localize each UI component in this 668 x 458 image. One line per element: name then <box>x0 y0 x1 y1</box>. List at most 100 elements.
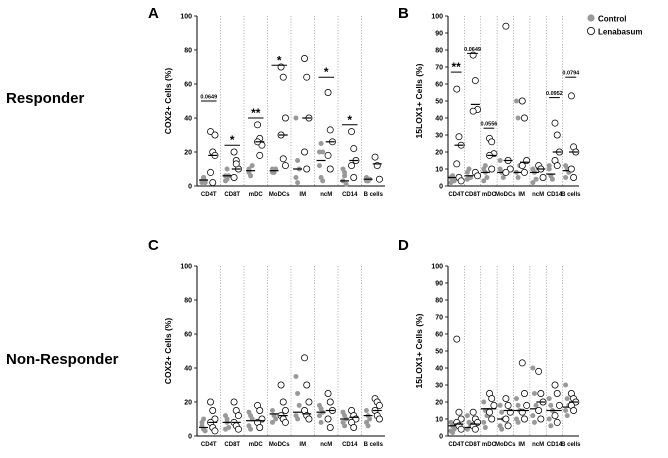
panel-b-category-ncm: ncM <box>532 192 544 198</box>
panel-b-control-point <box>497 166 503 172</box>
panel-b-category-cd4t: CD4T <box>448 192 464 198</box>
panel-a-category-mdc: mDC <box>249 192 264 198</box>
panel-d-lenabasum-point <box>537 390 545 397</box>
panel-c-control-point <box>224 416 230 422</box>
panel-b-ytick-label: 30 <box>435 133 443 140</box>
panel-d-lenabasum-point <box>535 407 543 414</box>
panel-d-lenabasum-point <box>570 407 578 414</box>
panel-a-lenabasum-point <box>350 145 358 153</box>
panel-c-category-im: IM <box>299 442 306 448</box>
panel-a-significance-label: * <box>277 53 282 67</box>
panel-d-lenabasum-point <box>490 401 498 409</box>
panel-a-lenabasum-point <box>232 160 240 168</box>
panel-d-category-b-cells: B cells <box>561 442 581 448</box>
panel-c-control-point <box>269 408 275 413</box>
panel-d-category-ncm: ncM <box>532 442 544 448</box>
panel-b-lenabasum-point <box>518 162 526 170</box>
panel-c-control-point <box>295 416 301 422</box>
panel-a-lenabasum-point <box>326 165 334 173</box>
panel-b-significance-label: 0.0556 <box>481 122 498 128</box>
panel-d-control-point <box>546 396 552 402</box>
panel-a-lenabasum-point <box>230 148 238 156</box>
panel-d-ytick-label: 10 <box>435 417 443 424</box>
panel-b-lenabasum-point <box>474 172 482 180</box>
panel-b-ytick-label: 20 <box>435 150 443 157</box>
panel-b-lenabasum-point <box>488 138 496 146</box>
panel-c-lenabasum-point <box>230 398 238 406</box>
panel-d-control-point <box>548 423 554 429</box>
panel-b-ytick-label: 0 <box>439 184 443 191</box>
panel-a-ytick-label: 60 <box>184 82 192 89</box>
panel-b-control-point <box>482 163 488 169</box>
panel-b-significance-label: 0.0794 <box>562 71 580 77</box>
panel-c-category-cd4t: CD4T <box>201 442 217 448</box>
panel-c-lenabasum-point <box>234 425 242 433</box>
panel-d-lenabasum-point <box>502 415 510 423</box>
panel-b-ytick-label: 60 <box>435 82 443 89</box>
panel-c-lenabasum-point <box>305 398 313 406</box>
panel-d-control-point <box>499 409 505 415</box>
panel-b-lenabasum-point <box>457 177 465 185</box>
panel-d: D 15LOX1+ Cells (%) 0 10 20 30 40 50 60 70 80 90 100… <box>398 237 581 448</box>
panel-d-control-point <box>546 416 552 422</box>
panel-c-lenabasum-point <box>211 427 219 435</box>
panel-c-lenabasum-point <box>277 381 285 389</box>
panel-a-category-im: IM <box>299 192 306 198</box>
panel-d-category-cd8t: CD8T <box>465 442 481 448</box>
panel-b-control-point <box>515 175 521 180</box>
panel-b-ylabel: 15LOX1+ Cells (%) <box>414 63 424 138</box>
panel-d-control-point <box>450 430 456 436</box>
panel-d-lenabasum-point <box>535 367 543 375</box>
panel-c-control-point <box>201 416 207 422</box>
panel-b-control-point <box>563 175 569 180</box>
panel-a-lenabasum-point <box>371 153 379 161</box>
panel-d-category-mdc: mDC <box>482 442 497 448</box>
panel-c-category-modcs: MoDCs <box>269 442 290 448</box>
panel-d-lenabasum-point <box>488 415 496 423</box>
panel-d-ytick-label: 40 <box>435 366 443 373</box>
panel-d-lenabasum-point <box>520 415 528 423</box>
panel-b-control-point <box>549 176 555 182</box>
panel-c-lenabasum-point <box>256 407 264 414</box>
panel-b-control-point <box>515 115 521 121</box>
panel-c-lenabasum-point <box>281 407 289 414</box>
panel-d-ytick-label: 70 <box>435 315 443 322</box>
panel-d-control-point <box>530 413 536 419</box>
panel-a: A COX2+ Cells (%) 0 20 40 60 80 100 CD4T CD8T mDC M… <box>148 5 385 198</box>
panel-a-control-point <box>249 163 255 169</box>
panel-b-category-b-cells: B cells <box>561 192 581 198</box>
panel-c-lenabasum-point <box>375 401 383 409</box>
panel-d-control-point <box>533 402 539 408</box>
panel-d-lenabasum-point <box>551 381 559 389</box>
panel-d-lenabasum-point <box>518 359 526 367</box>
panel-b-category-cd14: CD14 <box>547 192 563 198</box>
panel-d-control-point <box>531 419 537 425</box>
panel-d-lenabasum-point <box>502 395 510 403</box>
panel-d-control-point <box>530 365 536 371</box>
panel-c-lenabasum-point <box>256 424 264 431</box>
panel-d-control-point <box>531 391 537 396</box>
panel-c-control-point <box>365 423 371 429</box>
panel-d-letter: D <box>398 237 409 254</box>
panel-a-control-point <box>293 115 299 121</box>
panel-a-control-point <box>316 163 322 169</box>
panel-b: B 15LOX1+ Cells (%) 0 10 20 30 40 50 60 70 80 90 100… <box>398 5 581 198</box>
panel-a-control-point <box>295 158 301 163</box>
panel-a-significance-label: * <box>324 65 329 79</box>
panel-c-control-point <box>363 408 369 413</box>
panel-b-ytick-label: 90 <box>435 31 443 38</box>
panel-c-lenabasum-point <box>350 424 358 431</box>
panel-a-lenabasum-point <box>350 174 358 181</box>
panel-c-control-point <box>295 391 301 396</box>
panel-c-ylabel: COX2+ Cells (%) <box>163 318 173 385</box>
panel-c-category-b-cells: B cells <box>364 442 384 448</box>
panel-a-ytick-label: 0 <box>188 184 192 191</box>
panel-b-significance-label: 0.0649 <box>464 47 481 53</box>
panel-a-category-b-cells: B cells <box>364 192 384 198</box>
legend-lenabasum-marker <box>587 26 596 35</box>
panel-a-control-point <box>222 178 228 184</box>
panel-c-lenabasum-point <box>281 418 289 426</box>
panel-a-control-point <box>224 166 230 172</box>
panel-d-lenabasum-point <box>537 415 545 423</box>
